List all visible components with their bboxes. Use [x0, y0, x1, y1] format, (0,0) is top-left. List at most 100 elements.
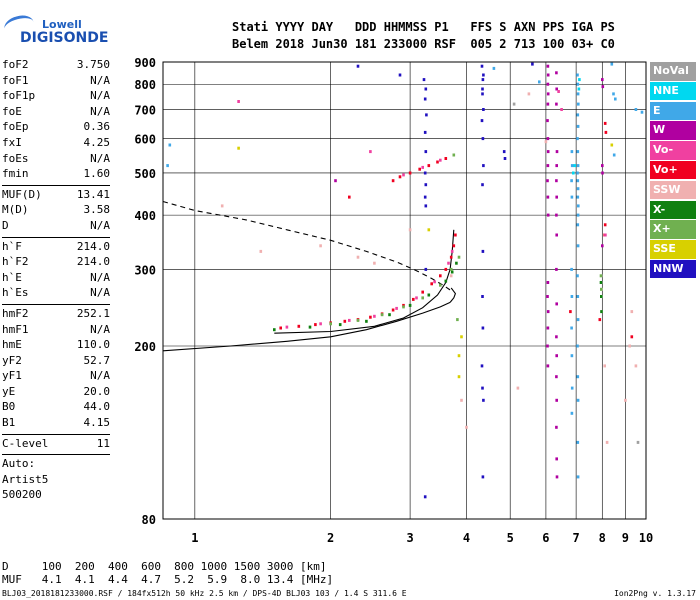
data-point [546, 164, 550, 168]
data-point [555, 475, 559, 479]
distance-row: D 100 200 400 600 800 1000 1500 3000 [km… [2, 560, 327, 573]
data-point [424, 87, 428, 91]
data-point [557, 90, 560, 93]
data-point [610, 143, 614, 147]
logo-main-text: DIGISONDE [20, 30, 109, 46]
param-key: foE [2, 104, 22, 118]
data-point [433, 280, 436, 284]
data-point [465, 425, 468, 429]
data-point [634, 108, 638, 111]
data-point [319, 244, 322, 248]
param-separator [2, 236, 110, 238]
header-columns: Stati YYYY DAY DDD HHMMSS P1 FFS S AXN P… [232, 20, 615, 34]
param-value: N/A [90, 73, 110, 87]
data-point [601, 78, 604, 82]
data-point [395, 306, 398, 310]
data-point [605, 440, 609, 444]
data-point [444, 279, 448, 283]
data-point [604, 130, 608, 134]
param-separator [2, 433, 110, 435]
param-row: foF1 N/A [2, 74, 110, 90]
x-tick-label: 6 [542, 531, 549, 545]
y-tick-label: 200 [134, 340, 156, 354]
param-row: h`E N/A [2, 271, 110, 287]
param-row: D N/A [2, 219, 110, 235]
digisonde-logo: Lowell DIGISONDE [2, 8, 124, 48]
data-point [408, 303, 412, 307]
data-point [546, 364, 550, 368]
param-value: N/A [90, 89, 110, 103]
data-point [338, 323, 342, 327]
param-key: Auto: [2, 457, 36, 471]
data-point [391, 308, 395, 312]
data-point [237, 100, 240, 103]
data-point [460, 398, 463, 402]
legend-item: NNE [650, 81, 696, 101]
data-point [166, 164, 169, 168]
data-point [570, 267, 573, 271]
data-point [569, 310, 572, 314]
param-row: yE 20.0 [2, 385, 110, 401]
legend-item: W [650, 121, 696, 140]
data-point [482, 164, 485, 168]
data-point [573, 164, 576, 168]
param-key: yF1 [2, 369, 22, 383]
data-point [297, 324, 301, 328]
data-point [452, 244, 456, 248]
data-point [555, 195, 558, 199]
data-point [481, 183, 484, 187]
data-point [329, 322, 332, 326]
data-point [555, 233, 558, 237]
data-point [259, 249, 263, 253]
param-key: yE [2, 384, 16, 398]
data-point [576, 179, 580, 183]
data-point [576, 171, 579, 175]
profile-dashed-line [162, 200, 452, 292]
data-point [449, 267, 453, 271]
param-row: Auto: [2, 457, 110, 473]
param-value: N/A [90, 151, 110, 165]
data-point [614, 97, 617, 101]
legend-item: Vo+ [650, 160, 696, 180]
data-point [481, 386, 484, 390]
param-key: C-level [2, 436, 49, 450]
y-tick-label: 300 [134, 263, 156, 277]
param-row: fxI 4.25 [2, 136, 110, 152]
data-point [220, 204, 224, 208]
param-row: MUF(D) 13.41 [2, 188, 110, 204]
data-point [481, 78, 485, 82]
param-row: foEs N/A [2, 152, 110, 168]
param-value: N/A [90, 322, 110, 336]
legend-item: NoVal [650, 62, 696, 81]
data-point [334, 179, 337, 183]
param-value: 214.0 [76, 239, 110, 253]
param-value: 0.36 [83, 120, 111, 134]
data-point [546, 73, 550, 77]
data-point [555, 213, 558, 217]
data-point [576, 195, 580, 199]
data-point [576, 475, 580, 479]
data-point [576, 440, 580, 444]
data-point [555, 398, 558, 402]
data-point [628, 344, 631, 348]
data-point [447, 261, 450, 265]
data-point [612, 92, 615, 96]
data-point [600, 287, 603, 291]
data-point [599, 281, 603, 284]
data-point [424, 150, 428, 154]
param-row: foE N/A [2, 105, 110, 121]
y-tick-label: 500 [134, 167, 156, 181]
param-value: 4.25 [83, 135, 111, 149]
data-point [423, 97, 427, 101]
data-point [576, 113, 580, 117]
data-point [481, 92, 484, 96]
logo-top-text: Lowell [42, 18, 82, 31]
data-point [570, 326, 573, 330]
data-point [482, 73, 485, 77]
data-point [450, 249, 454, 253]
data-point [546, 92, 550, 96]
param-key: D [2, 218, 9, 232]
profile-line [449, 287, 457, 303]
data-point [603, 223, 607, 227]
data-point [285, 325, 289, 329]
